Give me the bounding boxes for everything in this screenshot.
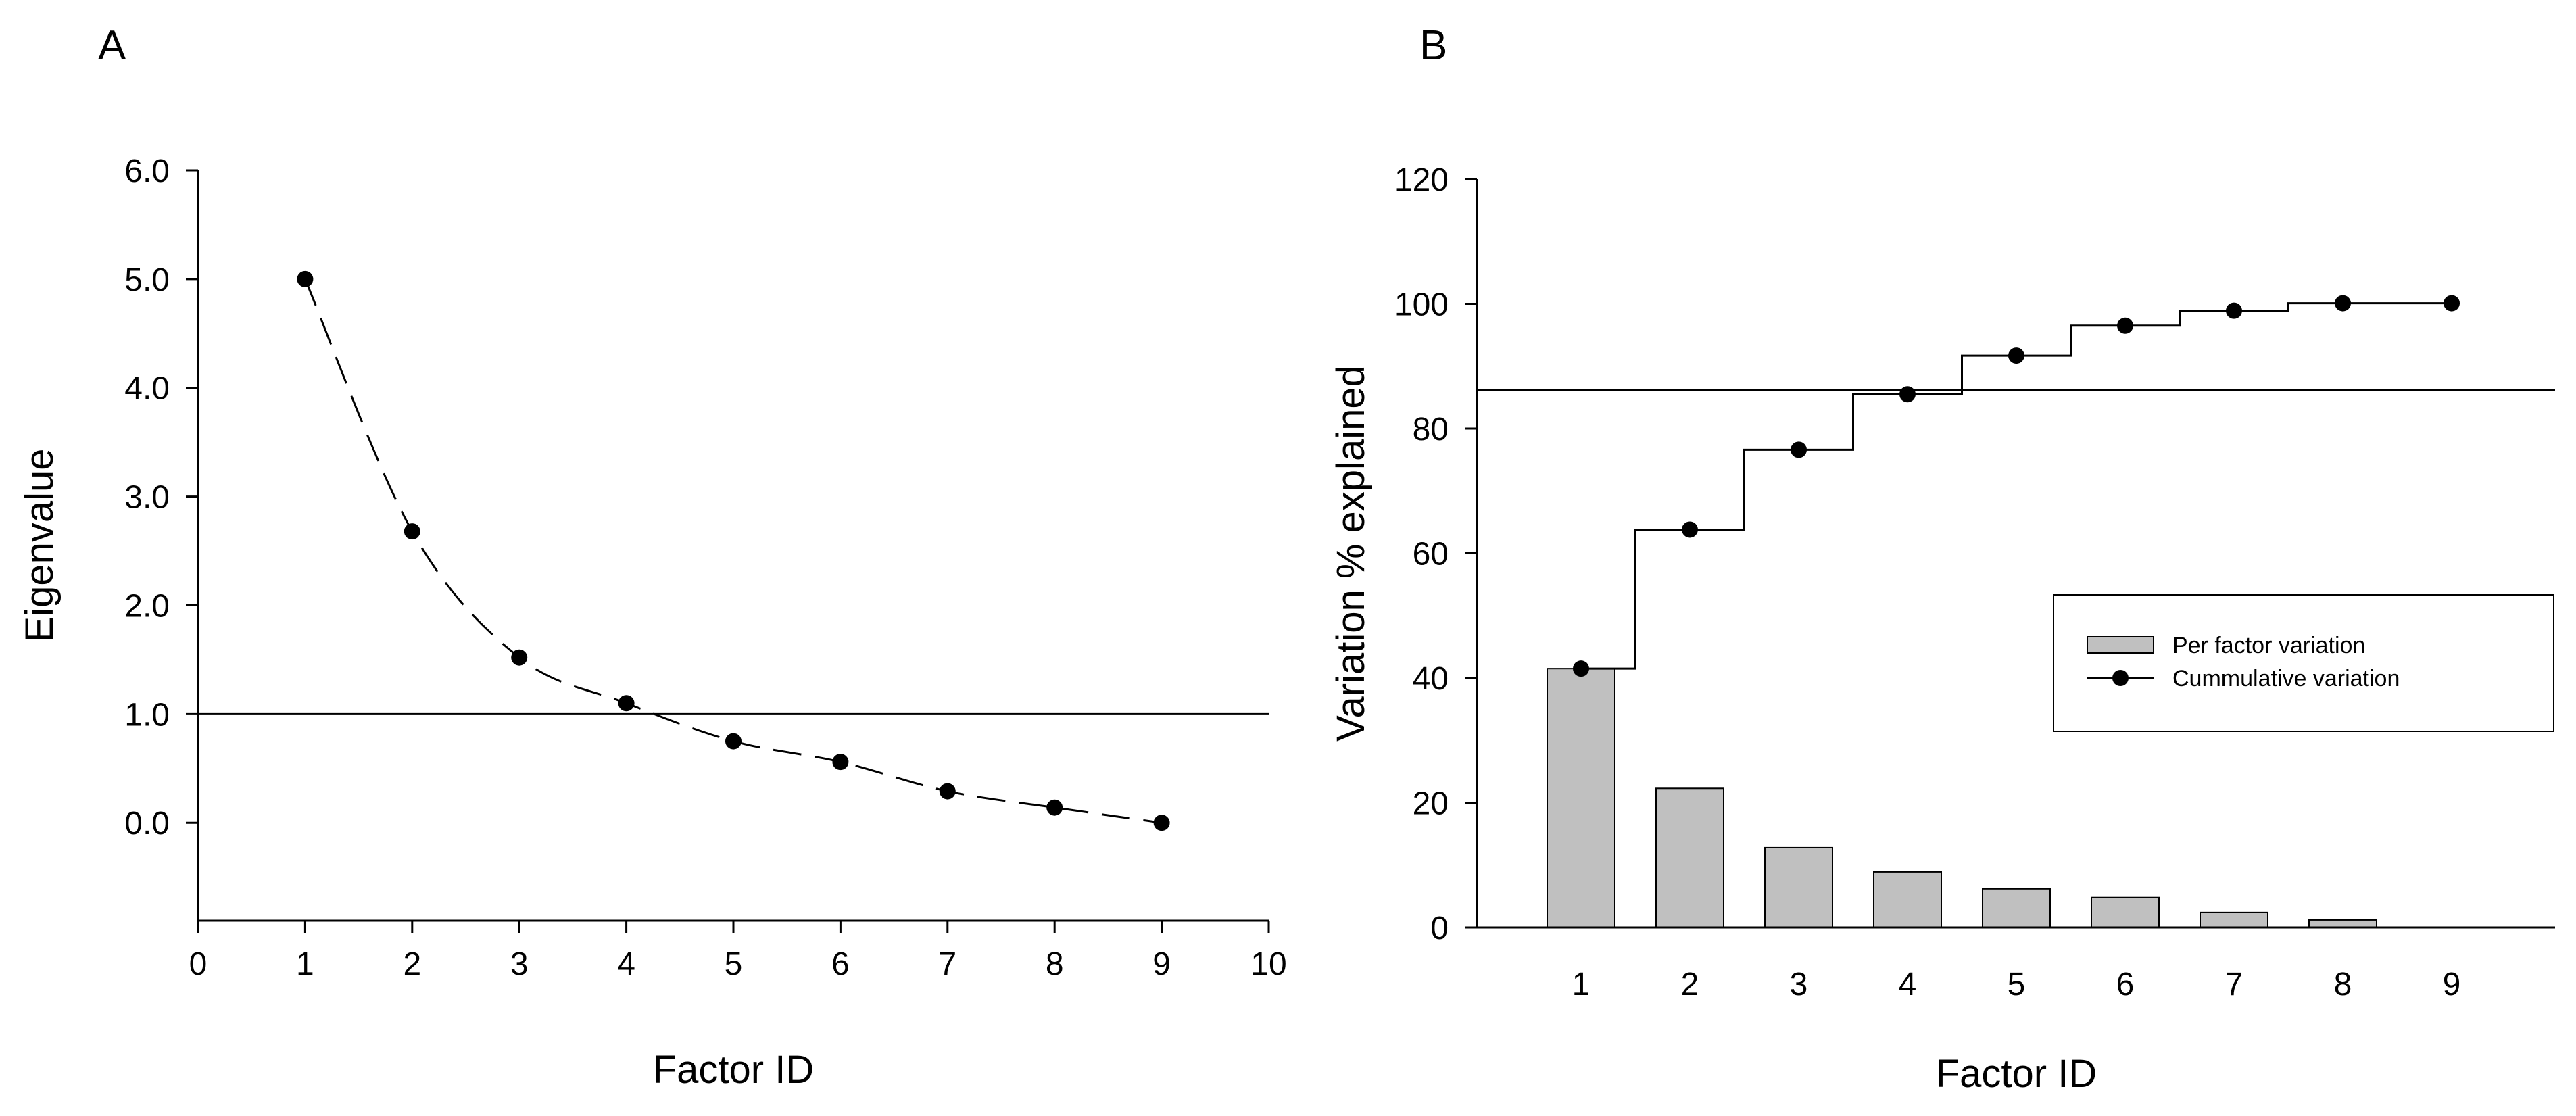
- x-tick-label: 4: [1899, 967, 1917, 1002]
- y-tick-label: 5.0: [124, 262, 170, 298]
- x-tick-label: 7: [938, 946, 956, 982]
- x-tick-label: 7: [2225, 967, 2243, 1002]
- variation-bar: [1873, 871, 1942, 928]
- eigenvalue-point: [511, 649, 528, 666]
- y-tick-label: 0: [1430, 911, 1449, 946]
- legend-label: Per factor variation: [2172, 633, 2365, 658]
- panel-a-chart: 0 1 2 3 4 5 6 7 8 9 10 0.0 1.0 2.0 3.0 4.0 5.0 6.0 Factor …: [18, 153, 1287, 1092]
- cumulative-point: [1682, 521, 1698, 538]
- eigenvalue-point: [725, 733, 742, 750]
- legend: Per factor variation Cummulative variatio…: [2053, 594, 2554, 732]
- x-tick-label: 1: [296, 946, 314, 982]
- variation-bar: [2091, 896, 2160, 928]
- x-tick-label: 0: [189, 946, 208, 982]
- x-tick-label: 8: [1046, 946, 1064, 982]
- cumulative-point: [1573, 660, 1589, 677]
- panel-label-b: B: [1419, 22, 1447, 69]
- variation-bar: [2200, 911, 2268, 928]
- eigenvalue-point: [1046, 799, 1063, 816]
- y-axis-title: Variation % explained: [1329, 365, 1373, 742]
- y-tick-label: 0.0: [124, 806, 170, 842]
- y-tick-label: 100: [1394, 287, 1449, 323]
- x-tick-label: 8: [2334, 967, 2352, 1002]
- eigenvalue-point: [618, 695, 635, 712]
- eigenvalue-point: [832, 754, 849, 771]
- eigenvalue-point: [939, 783, 956, 800]
- x-axis-title: Factor ID: [653, 1048, 815, 1092]
- y-tick-label: 1.0: [124, 697, 170, 733]
- x-tick-label: 5: [725, 946, 743, 982]
- eigenvalue-point: [1153, 815, 1170, 831]
- x-tick-label: 3: [510, 946, 529, 982]
- y-tick-label: 40: [1413, 661, 1449, 697]
- y-axis-title: Eigenvalue: [18, 449, 62, 643]
- y-tick-label: 4.0: [124, 371, 170, 407]
- legend-box: [2053, 594, 2554, 732]
- variation-bar: [1982, 888, 2051, 929]
- x-axis-title: Factor ID: [1936, 1052, 2097, 1096]
- cumulative-point: [1791, 441, 1807, 458]
- x-tick-label: 2: [1681, 967, 1699, 1002]
- x-tick-label: 6: [2116, 967, 2135, 1002]
- legend-label: Cummulative variation: [2172, 666, 2400, 692]
- x-tick-label: 1: [1572, 967, 1590, 1002]
- x-tick-label: 2: [403, 946, 421, 982]
- y-tick-label: 3.0: [124, 480, 170, 516]
- eigenvalue-point: [297, 270, 314, 287]
- cumulative-point: [1899, 386, 1916, 403]
- legend-marker: [2112, 670, 2129, 686]
- cumulative-point: [2226, 302, 2242, 319]
- x-tick-label: 9: [1152, 946, 1171, 982]
- cumulative-step-line: [1581, 302, 2452, 670]
- panel-label-a: A: [98, 22, 126, 69]
- y-tick-label: 120: [1394, 162, 1449, 198]
- panel-b-chart: 0 20 40 60 80 100 120 1 2 3 4 5 6 7 8 9 Per factor varia…: [1329, 162, 2555, 1096]
- cumulative-point: [2008, 347, 2024, 364]
- x-tick-label: 6: [831, 946, 850, 982]
- x-tick-label: 10: [1250, 946, 1286, 982]
- legend-bar-swatch: [2087, 636, 2154, 654]
- x-tick-label: 5: [2008, 967, 2026, 1002]
- variation-bar: [2308, 919, 2377, 929]
- cumulative-point: [2335, 295, 2351, 312]
- cumulative-point: [2444, 295, 2460, 312]
- variation-bar: [1655, 787, 1724, 928]
- y-tick-label: 2.0: [124, 588, 170, 624]
- eigenvalue-point: [404, 523, 420, 540]
- variation-bar: [1764, 846, 1833, 929]
- x-tick-label: 4: [617, 946, 635, 982]
- x-tick-label: 3: [1790, 967, 1808, 1002]
- y-tick-label: 20: [1413, 786, 1449, 822]
- x-tick-label: 9: [2443, 967, 2461, 1002]
- y-tick-label: 80: [1413, 412, 1449, 447]
- cumulative-point: [2117, 317, 2133, 334]
- y-tick-label: 6.0: [124, 153, 170, 189]
- variation-bar: [1547, 668, 1615, 928]
- y-tick-label: 60: [1413, 537, 1449, 573]
